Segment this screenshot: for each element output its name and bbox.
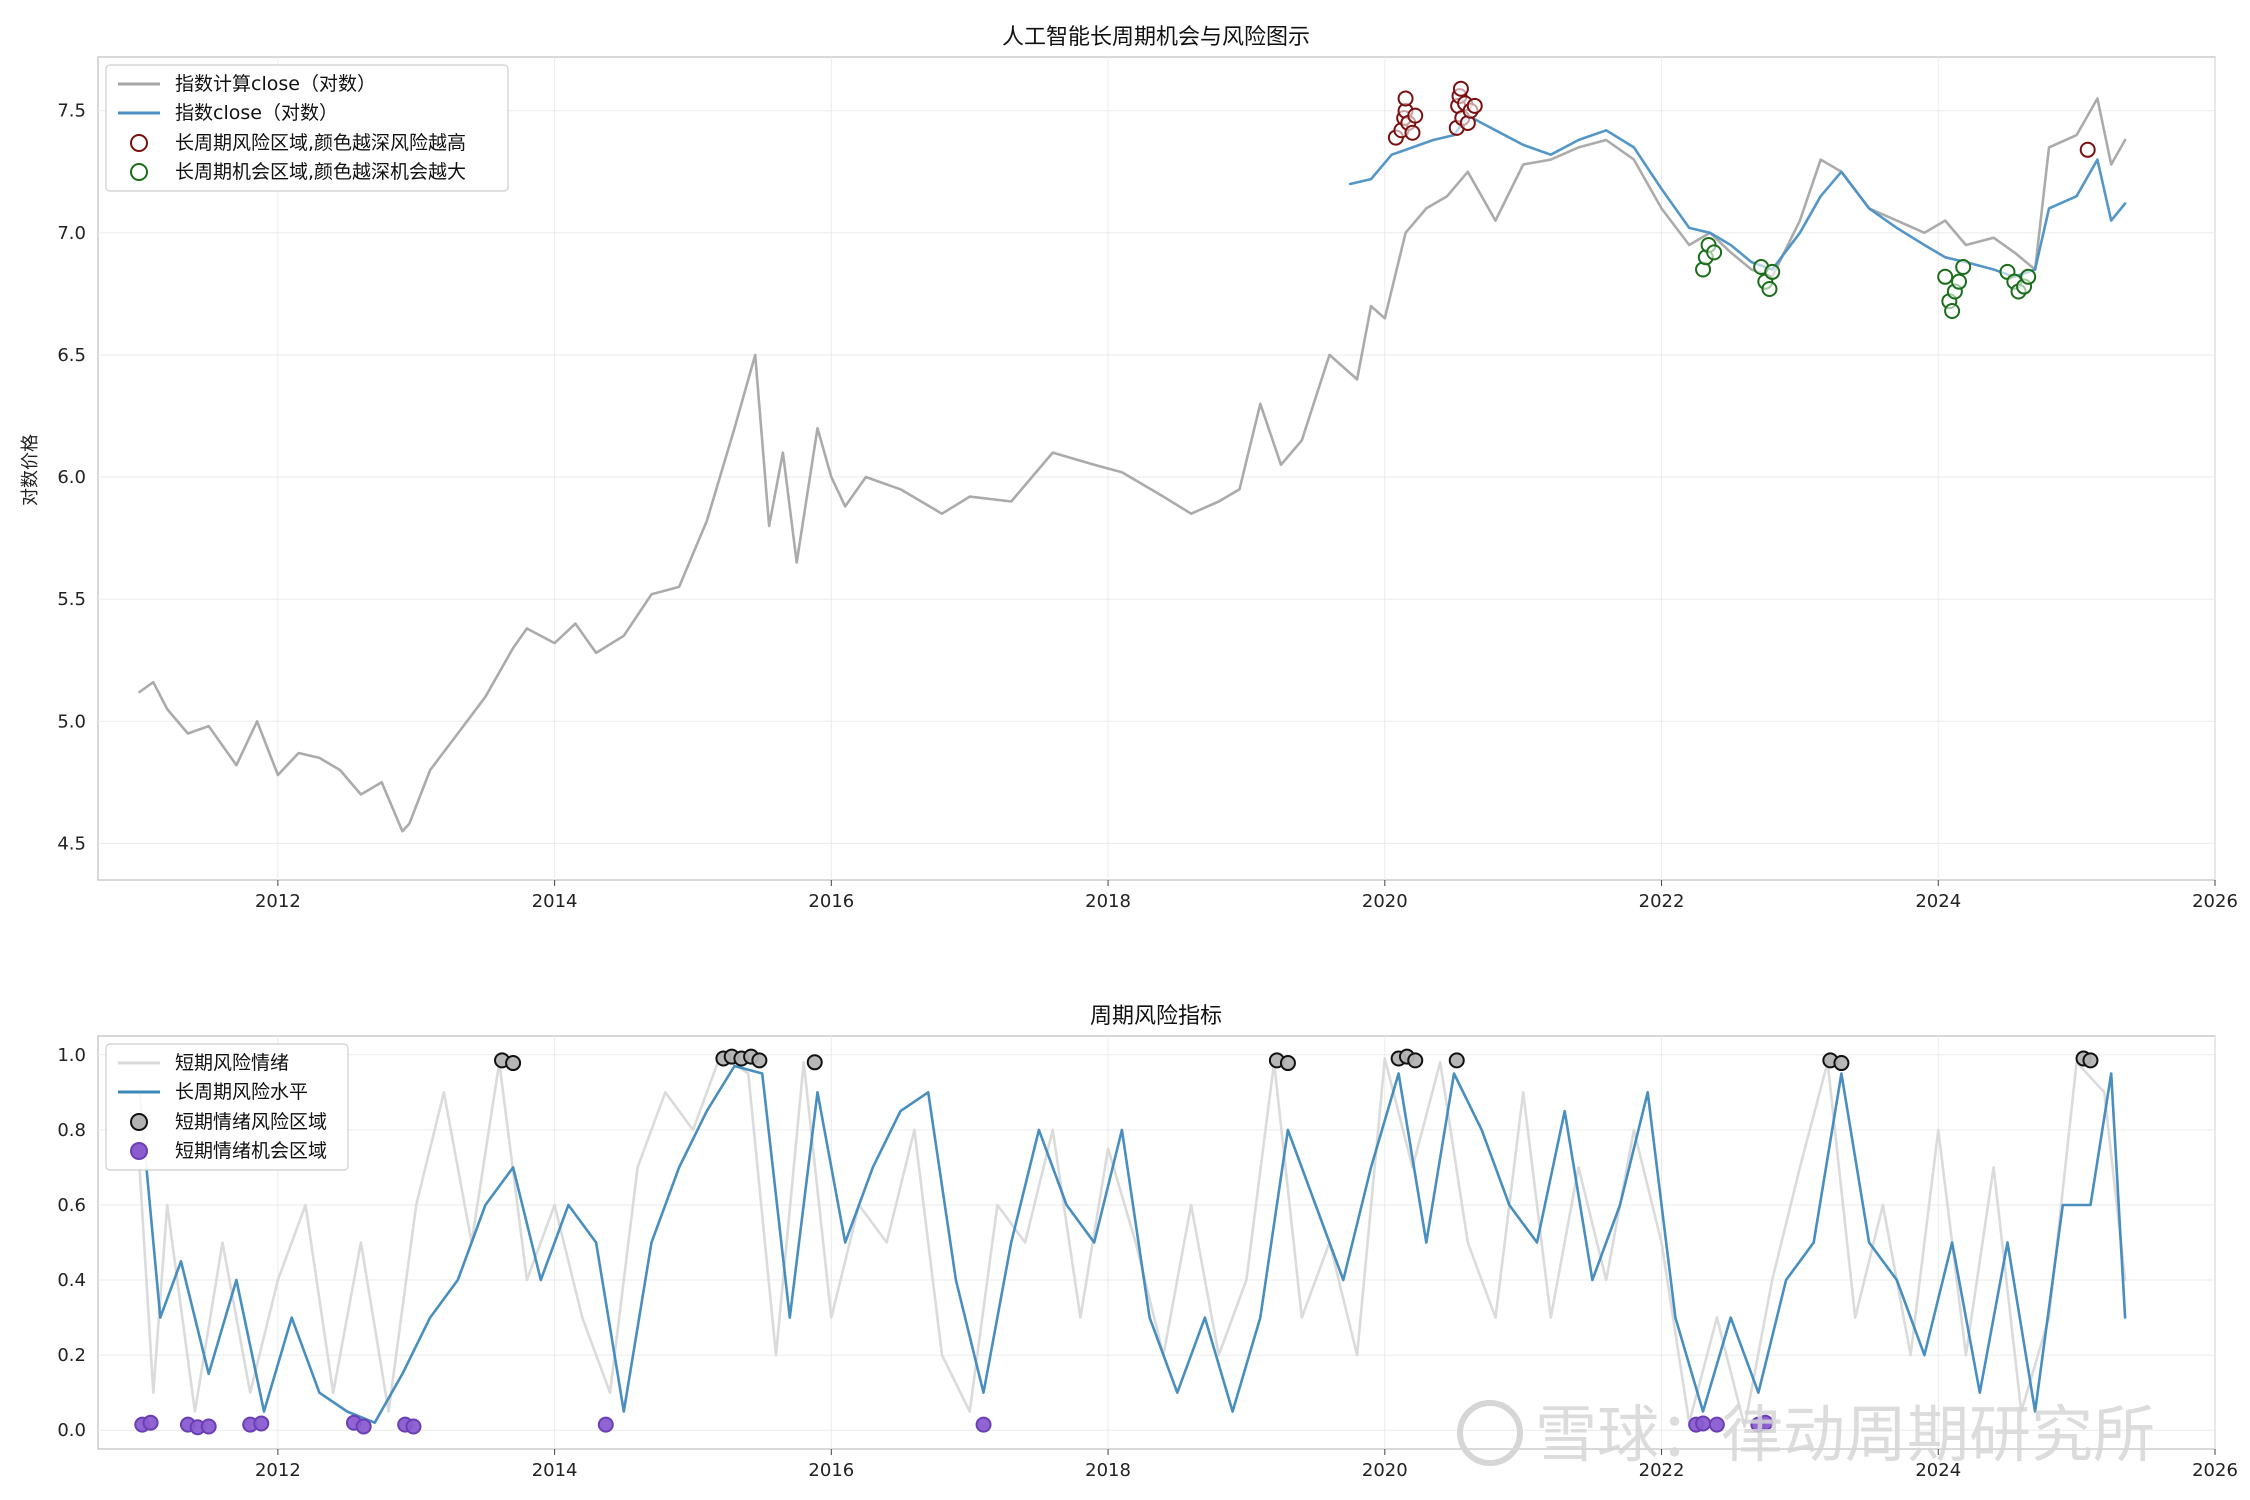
marker-point-1 <box>200 1418 217 1435</box>
marker-point-0 <box>505 1055 522 1072</box>
legend-swatch-marker <box>130 163 148 181</box>
top-y-axis-label: 对数价格 <box>20 434 41 506</box>
x-tick-label: 2022 <box>1639 1460 1685 1481</box>
legend-label: 长周期机会区域,颜色越深机会越大 <box>175 161 466 183</box>
x-tick-label: 2018 <box>1085 1460 1131 1481</box>
series-line-0 <box>138 1053 2127 1428</box>
legend-label: 长周期风险区域,颜色越深风险越高 <box>175 132 466 154</box>
marker-point-1 <box>405 1418 422 1435</box>
x-tick-label: 2020 <box>1362 1460 1408 1481</box>
x-tick-label: 2012 <box>255 891 301 912</box>
marker-point-0 <box>1397 90 1414 107</box>
marker-point-0 <box>2079 141 2096 158</box>
legend-label: 短期情绪机会区域 <box>175 1140 327 1162</box>
marker-point-1 <box>1757 1414 1774 1431</box>
bottom-markers <box>134 1048 2099 1436</box>
legend-label: 指数计算close（对数） <box>175 73 376 95</box>
marker-point-1 <box>355 1418 372 1435</box>
legend-swatch-marker <box>130 1142 148 1160</box>
marker-point-1 <box>975 1416 992 1433</box>
marker-point-0 <box>1279 1055 1296 1072</box>
bottom-legend: 短期风险情绪 长周期风险水平 短期情绪风险区域 短期情绪机会区域 <box>105 1043 349 1171</box>
marker-point-1 <box>1937 268 1954 285</box>
legend-swatch-marker <box>130 1113 148 1131</box>
legend-label: 长周期风险水平 <box>175 1081 308 1103</box>
y-tick-label: 5.5 <box>57 589 86 610</box>
y-tick-label: 5.0 <box>57 711 86 732</box>
marker-point-1 <box>597 1416 614 1433</box>
marker-point-0 <box>806 1054 823 1071</box>
marker-point-1 <box>142 1414 159 1431</box>
top-x-ticks: 2012 2014 2016 2018 2020 2022 2024 2026 <box>255 880 2238 912</box>
series-line-1 <box>138 1064 2127 1424</box>
top-y-ticks: 4.5 5.0 5.5 6.0 6.5 7.0 7.5 <box>57 101 86 855</box>
legend-label: 短期风险情绪 <box>175 1052 289 1074</box>
marker-point-1 <box>1708 1416 1725 1433</box>
marker-point-1 <box>1951 273 1968 290</box>
x-tick-label: 2018 <box>1085 891 1131 912</box>
marker-point-1 <box>1955 259 1972 276</box>
x-tick-label: 2014 <box>532 891 578 912</box>
marker-point-0 <box>1404 124 1421 141</box>
top-chart-title: 人工智能长周期机会与风险图示 <box>1002 25 1310 50</box>
marker-point-0 <box>1448 1052 1465 1069</box>
x-tick-label: 2024 <box>1915 1460 1961 1481</box>
marker-point-0 <box>2082 1052 2099 1069</box>
marker-point-0 <box>1407 107 1424 124</box>
top-legend: 指数计算close（对数） 指数close（对数） 长周期风险区域,颜色越深风险… <box>105 64 509 192</box>
marker-point-0 <box>1833 1055 1850 1072</box>
x-tick-label: 2014 <box>532 1460 578 1481</box>
marker-point-0 <box>1466 97 1483 114</box>
bottom-legend-box <box>105 1043 349 1171</box>
y-tick-label: 6.0 <box>57 467 86 488</box>
top-panel: 4.55.05.56.06.57.07.5 2012 2014 2016 2018 20… <box>20 25 2238 912</box>
y-tick-label: 4.5 <box>57 833 86 854</box>
y-tick-label: 7.5 <box>57 101 86 122</box>
x-tick-label: 2022 <box>1639 891 1685 912</box>
y-tick-label: 0.6 <box>57 1195 86 1216</box>
y-tick-label: 0.2 <box>57 1345 86 1366</box>
marker-point-0 <box>1452 80 1469 97</box>
y-tick-label: 1.0 <box>57 1045 86 1066</box>
marker-point-0 <box>1407 1052 1424 1069</box>
bottom-series <box>138 1053 2127 1428</box>
y-tick-label: 0.8 <box>57 1120 86 1141</box>
x-tick-label: 2024 <box>1915 891 1961 912</box>
y-tick-label: 7.0 <box>57 223 86 244</box>
bottom-chart-title: 周期风险指标 <box>1090 1004 1222 1029</box>
watermark-logo-icon <box>1457 1400 1523 1466</box>
marker-point-1 <box>1764 263 1781 280</box>
marker-point-1 <box>2020 268 2037 285</box>
marker-point-1 <box>1761 281 1778 298</box>
legend-label: 短期情绪风险区域 <box>175 1111 327 1133</box>
y-tick-label: 0.4 <box>57 1270 86 1291</box>
bottom-panel: 0.00.20.40.60.81.0 2012 2014 2016 2018 2020 2… <box>57 1004 2238 1481</box>
marker-point-0 <box>751 1052 768 1069</box>
top-markers <box>1387 80 2096 319</box>
bottom-x-ticks: 2012 2014 2016 2018 2020 2022 2024 2026 <box>255 1449 2238 1481</box>
top-gridlines <box>98 57 2216 880</box>
y-tick-label: 0.0 <box>57 1420 86 1441</box>
top-legend-box <box>105 64 509 192</box>
series-line-0 <box>138 97 2127 833</box>
marker-point-1 <box>1706 244 1723 261</box>
bottom-plot-area <box>97 1035 2216 1450</box>
x-tick-label: 2026 <box>2192 891 2238 912</box>
x-tick-label: 2016 <box>808 891 854 912</box>
bottom-y-ticks: 0.0 0.2 0.4 0.6 0.8 1.0 <box>57 1045 86 1441</box>
marker-point-1 <box>1944 302 1961 319</box>
marker-point-1 <box>253 1415 270 1432</box>
legend-label: 指数close（对数） <box>175 102 338 124</box>
x-tick-label: 2026 <box>2192 1460 2238 1481</box>
watermark: 雪球：律动周期研究所 <box>1457 1398 2155 1471</box>
legend-swatch-marker <box>130 134 148 152</box>
x-tick-label: 2016 <box>808 1460 854 1481</box>
watermark-text: 雪球：律动周期研究所 <box>1535 1398 2155 1471</box>
x-tick-label: 2020 <box>1362 891 1408 912</box>
y-tick-label: 6.5 <box>57 345 86 366</box>
x-tick-label: 2012 <box>255 1460 301 1481</box>
